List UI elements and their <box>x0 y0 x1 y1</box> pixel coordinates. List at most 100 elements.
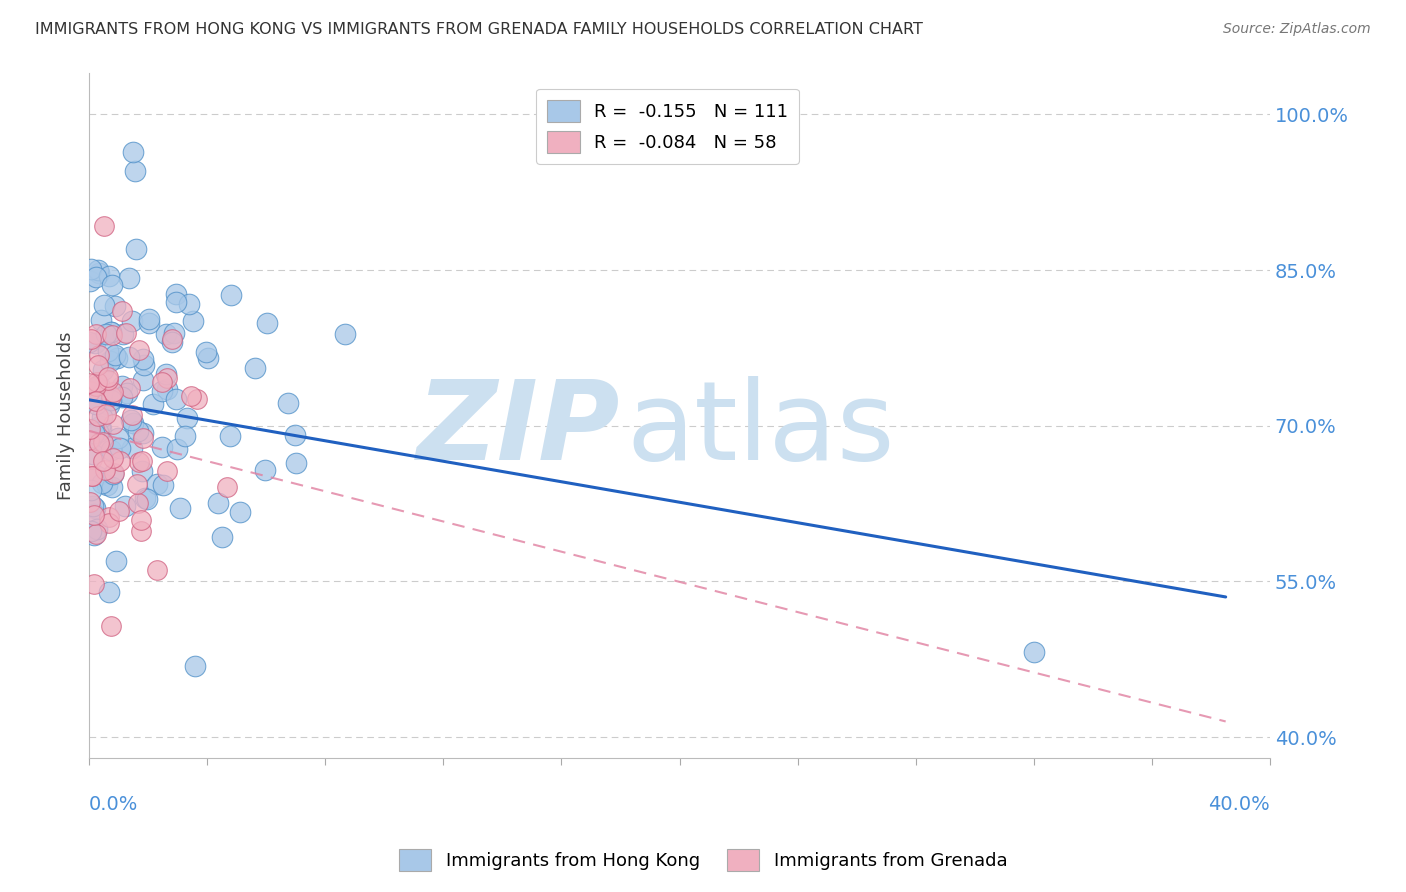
Point <box>91 363 114 377</box>
Point <box>111 378 134 392</box>
Point <box>180 389 202 403</box>
Point <box>156 383 179 397</box>
Point <box>150 440 173 454</box>
Point <box>160 332 183 346</box>
Point <box>90 422 112 436</box>
Point <box>243 361 266 376</box>
Point <box>132 426 155 441</box>
Point <box>91 435 114 450</box>
Point <box>181 313 204 327</box>
Point <box>108 454 131 468</box>
Point <box>79 495 101 509</box>
Point <box>128 455 150 469</box>
Point <box>101 467 124 482</box>
Point <box>104 348 127 362</box>
Point <box>80 452 103 467</box>
Point <box>284 428 307 442</box>
Point <box>101 451 124 466</box>
Point <box>87 263 110 277</box>
Point <box>83 576 105 591</box>
Point <box>197 351 219 365</box>
Point <box>77 376 100 391</box>
Point <box>138 312 160 326</box>
Legend: R =  -0.155   N = 111, R =  -0.084   N = 58: R = -0.155 N = 111, R = -0.084 N = 58 <box>537 89 799 163</box>
Point <box>84 526 107 541</box>
Point <box>86 522 108 536</box>
Point <box>150 375 173 389</box>
Point <box>101 328 124 343</box>
Point <box>82 422 104 436</box>
Point <box>100 442 122 457</box>
Point <box>211 530 233 544</box>
Point <box>101 278 124 293</box>
Point <box>115 385 138 400</box>
Point <box>156 464 179 478</box>
Point <box>162 334 184 349</box>
Point <box>104 300 127 314</box>
Point <box>218 429 240 443</box>
Point <box>100 619 122 633</box>
Point <box>89 436 111 450</box>
Point <box>121 145 143 160</box>
Point <box>91 476 114 491</box>
Point <box>84 379 107 393</box>
Point <box>100 325 122 339</box>
Point <box>83 508 105 522</box>
Point <box>256 316 278 330</box>
Point <box>80 469 103 483</box>
Point <box>150 384 173 399</box>
Point <box>110 441 132 455</box>
Point <box>83 508 105 522</box>
Point <box>118 270 141 285</box>
Point <box>94 326 117 341</box>
Point <box>118 350 141 364</box>
Point <box>84 501 107 516</box>
Point <box>134 491 156 505</box>
Point <box>97 268 120 283</box>
Point <box>142 397 165 411</box>
Point <box>333 326 356 341</box>
Point <box>138 316 160 330</box>
Point <box>103 467 125 481</box>
Point <box>86 375 108 389</box>
Point <box>156 370 179 384</box>
Point <box>82 499 104 513</box>
Point <box>228 505 250 519</box>
Text: atlas: atlas <box>627 376 894 483</box>
Point <box>132 431 155 445</box>
Point <box>129 513 152 527</box>
Point <box>89 419 111 434</box>
Point <box>112 326 135 341</box>
Point <box>79 384 101 398</box>
Point <box>132 373 155 387</box>
Legend: Immigrants from Hong Kong, Immigrants from Grenada: Immigrants from Hong Kong, Immigrants fr… <box>391 842 1015 879</box>
Point <box>98 516 121 531</box>
Point <box>132 352 155 367</box>
Point <box>97 373 120 387</box>
Point <box>77 433 100 447</box>
Point <box>186 392 208 406</box>
Point <box>80 429 103 443</box>
Point <box>118 381 141 395</box>
Point <box>121 441 143 455</box>
Point <box>79 335 101 350</box>
Text: ZIP: ZIP <box>418 376 620 483</box>
Point <box>100 325 122 339</box>
Point <box>108 504 131 518</box>
Point <box>155 367 177 381</box>
Point <box>84 397 107 411</box>
Point <box>86 270 108 285</box>
Point <box>162 326 184 340</box>
Point <box>135 492 157 507</box>
Point <box>84 394 107 409</box>
Point <box>134 358 156 372</box>
Point <box>93 298 115 312</box>
Point <box>101 385 124 400</box>
Point <box>111 304 134 318</box>
Point <box>91 410 114 425</box>
Point <box>86 326 108 341</box>
Point <box>79 422 101 436</box>
Point <box>152 478 174 492</box>
Point <box>127 496 149 510</box>
Point <box>98 398 121 412</box>
